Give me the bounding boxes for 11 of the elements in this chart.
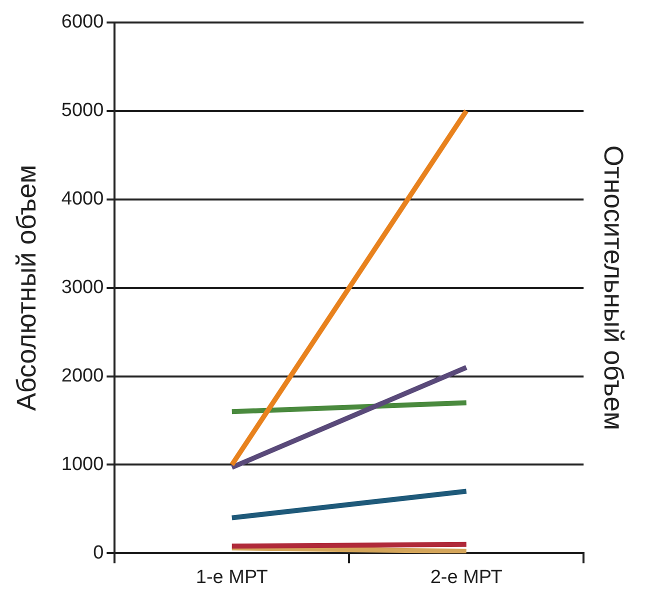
y-tick-label: 4000: [61, 188, 104, 210]
y-axis-title: Абсолютный объем: [12, 164, 42, 411]
y-tick-label: 3000: [61, 277, 104, 298]
x-tick-label: 1-е МРТ: [196, 566, 268, 588]
y-tick-label: 1000: [61, 454, 104, 475]
y-tick-label: 0: [93, 542, 104, 564]
y2-axis-title: Относительный объем: [598, 145, 628, 430]
y-tick-label: 6000: [61, 12, 104, 33]
y-tick-label: 5000: [61, 100, 104, 122]
x-tick-label: 2-е МРТ: [430, 566, 503, 588]
y-tick-label: 2000: [61, 366, 104, 386]
